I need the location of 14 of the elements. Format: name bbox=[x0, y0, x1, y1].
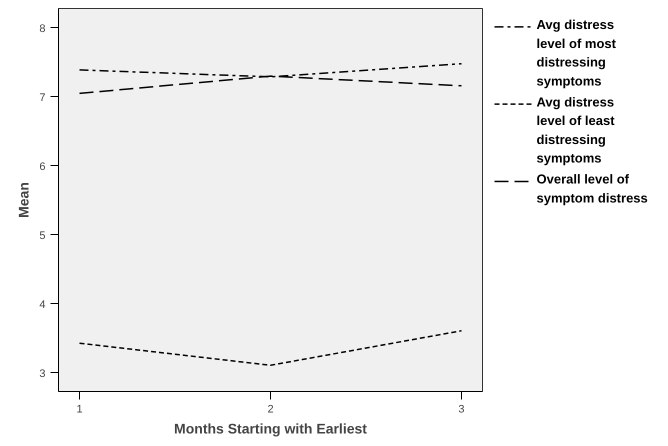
y-tick-label: 5 bbox=[39, 230, 46, 242]
y-tick-label: 3 bbox=[39, 368, 46, 380]
y-axis-title: Mean bbox=[15, 182, 32, 218]
x-tick-label: 1 bbox=[76, 404, 83, 416]
y-tick-label: 8 bbox=[39, 22, 46, 35]
y-tick-label: 4 bbox=[39, 298, 46, 311]
legend-label: Avg distress level of least distressing symptoms bbox=[536, 94, 616, 166]
x-axis-title: Months Starting with Earliest bbox=[174, 420, 368, 436]
x-tick-label: 3 bbox=[458, 404, 465, 416]
legend-label: Overall level of symptom distress bbox=[536, 172, 648, 206]
y-tick-label: 6 bbox=[39, 160, 46, 173]
legend-label: Avg distress level of most distressing symptoms bbox=[536, 17, 617, 88]
y-tick-label: 7 bbox=[39, 92, 46, 104]
x-tick-label: 2 bbox=[267, 404, 274, 416]
